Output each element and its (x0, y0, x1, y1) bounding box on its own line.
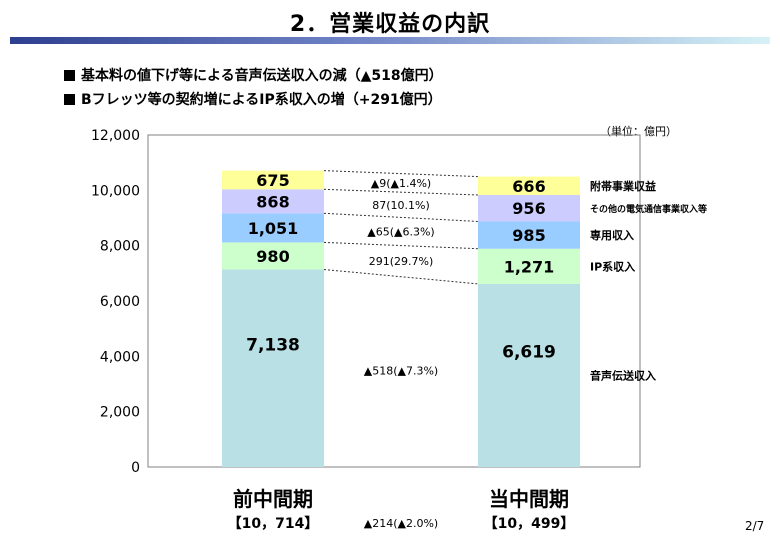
category-total-label: 【10，714】 (228, 516, 319, 532)
data-label: 666 (512, 177, 545, 196)
plot-area-frame (147, 134, 641, 468)
bar-segment (478, 195, 580, 222)
bullet-text: Bフレッツ等の契約増によるIP系収入の増（+291億円） (81, 92, 442, 108)
connector-line (323, 188, 479, 196)
series-label: IP系収入 (590, 259, 635, 273)
change-annotation: ▲65(▲6.3%) (367, 225, 434, 238)
bar-segment (478, 283, 580, 467)
series-label: 附帯事業収益 (590, 179, 656, 193)
connector-line (323, 212, 479, 222)
y-tick-label: 10,000 (91, 183, 140, 199)
title-underline-bar (10, 37, 770, 44)
data-label: 985 (512, 226, 545, 245)
page-title: 2．営業収益の内訳 (289, 12, 491, 37)
data-label: 1,051 (248, 219, 299, 238)
series-label: 音声伝送収入 (590, 368, 656, 382)
bar-segment (222, 269, 324, 467)
bullet-item: 基本料の値下げ等による音声伝送収入の減（▲518億円） (64, 64, 443, 88)
bar-segment (478, 221, 580, 249)
y-tick-label: 8,000 (100, 239, 140, 255)
bar-segment (222, 213, 324, 243)
series-label: 専用収入 (590, 228, 634, 242)
total-change-annotation: ▲214(▲2.0%) (364, 517, 438, 530)
y-tick-label: 0 (131, 460, 140, 476)
bar-segment (478, 176, 580, 196)
category-total-label: 【10，499】 (484, 516, 575, 532)
change-annotation: 291(29.7%) (369, 255, 434, 268)
data-label: 868 (256, 192, 289, 211)
change-annotation: ▲518(▲7.3%) (364, 364, 438, 377)
bar-segment (222, 189, 324, 214)
data-label: 7,138 (246, 335, 300, 355)
change-annotation: ▲9(▲1.4%) (371, 177, 431, 190)
summary-bullets: 基本料の値下げ等による音声伝送収入の減（▲518億円） Bフレッツ等の契約増によ… (64, 64, 443, 112)
y-tick-label: 6,000 (100, 294, 140, 310)
bar-segment (222, 242, 324, 270)
data-label: 675 (256, 171, 289, 190)
data-label: 956 (512, 199, 545, 218)
bar-segment (478, 248, 580, 284)
y-tick-label: 12,000 (91, 128, 140, 144)
page-number: 2/7 (745, 519, 765, 533)
square-bullet-icon (64, 70, 75, 81)
connector-line (323, 269, 479, 285)
y-tick-label: 2,000 (100, 405, 140, 421)
bullet-item: Bフレッツ等の契約増によるIP系収入の増（+291億円） (64, 88, 443, 112)
x-category-label: 当中間期 (489, 487, 569, 511)
data-label: 1,271 (504, 257, 555, 276)
connector-line (323, 170, 479, 178)
bullet-text: 基本料の値下げ等による音声伝送収入の減（▲518億円） (81, 68, 443, 84)
y-tick-label: 4,000 (100, 349, 140, 365)
x-category-label: 前中間期 (233, 487, 313, 511)
connector-line (323, 241, 479, 250)
change-annotation: 87(10.1%) (372, 199, 430, 212)
square-bullet-icon (64, 94, 75, 105)
bar-segment (222, 170, 324, 190)
data-label: 980 (256, 247, 289, 266)
series-label: その他の電気通信事業収入等 (590, 203, 707, 215)
data-label: 6,619 (502, 342, 556, 362)
